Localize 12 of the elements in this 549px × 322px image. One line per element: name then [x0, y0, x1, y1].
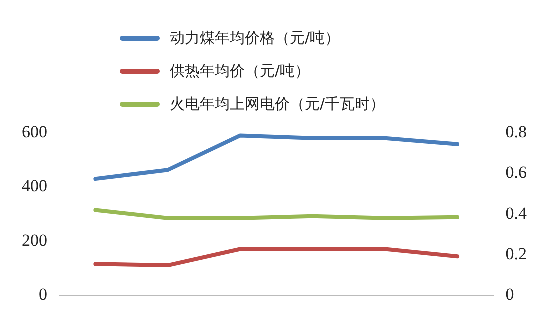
y2-tick-label: 0	[506, 285, 514, 304]
y-tick-label: 600	[22, 122, 48, 142]
y2-tick-label: 0.2	[506, 244, 527, 264]
y2-tick-label: 0.6	[506, 163, 527, 182]
y-tick-label: 0	[39, 285, 48, 304]
legend-label: 火电年均上网电价（元/千瓦时）	[170, 95, 386, 114]
legend-label: 供热年均价（元/吨）	[170, 62, 310, 81]
y2-tick-label: 0.4	[506, 204, 528, 223]
y-tick-label: 200	[22, 230, 48, 250]
y2-tick-label: 0.8	[506, 122, 527, 142]
legend-label: 动力煤年均价格（元/吨）	[170, 29, 340, 48]
y-tick-label: 400	[22, 176, 48, 196]
